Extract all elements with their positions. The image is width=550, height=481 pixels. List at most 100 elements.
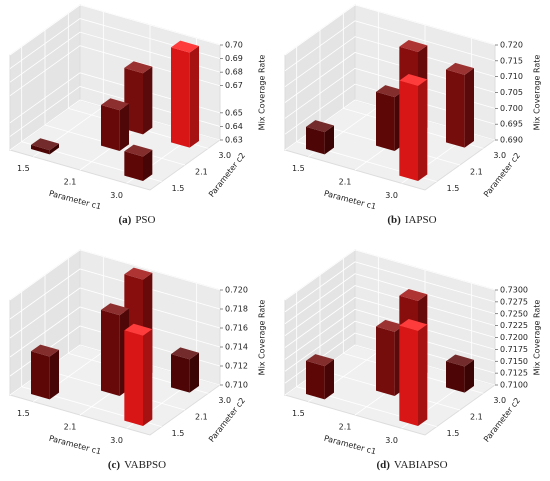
z-tick-label: 0.705 (500, 88, 523, 97)
z-tick-label: 0.710 (225, 381, 248, 390)
z-tick-label: 0.716 (225, 324, 248, 333)
grid-line (9, 249, 221, 301)
z-tick-label: 0.714 (225, 343, 248, 352)
z-tick-label: 0.65 (225, 108, 243, 117)
caption-title: IAPSO (405, 214, 437, 226)
z-tick-label: 0.7275 (500, 297, 528, 306)
bar-top (124, 144, 153, 157)
bar-front (31, 351, 50, 400)
z-tick-label: 0.63 (225, 136, 243, 145)
grid-line (9, 4, 221, 56)
y-tick-label: 2.1 (470, 413, 483, 422)
bar-front (124, 151, 143, 181)
bar-front (101, 309, 120, 396)
y-tick-label: 3.0 (493, 151, 506, 160)
bar (306, 354, 334, 400)
x-tick-label: 1.5 (292, 164, 305, 173)
grid-line (9, 268, 221, 320)
y-tick-label: 1.5 (447, 429, 460, 438)
x-tick-label: 2.1 (64, 423, 77, 432)
bar (171, 40, 199, 148)
bar-top (399, 319, 428, 331)
bar-top (446, 62, 474, 75)
x-tick-label: 3.0 (110, 436, 123, 445)
bar (31, 138, 59, 155)
z-tick-label: 0.7150 (500, 357, 528, 366)
bar-top (399, 40, 428, 52)
y-tick-label: 3.0 (493, 396, 506, 405)
bar-top (399, 74, 428, 86)
bar-front (376, 326, 395, 396)
z-axis-label: Mix Coverage Rate (258, 300, 267, 376)
z-tick-label: 0.700 (500, 104, 523, 113)
bar-side (119, 103, 129, 151)
grid-line (9, 287, 221, 339)
bar-top (171, 40, 199, 53)
z-tick-label: 0.64 (225, 122, 243, 131)
x-axis-label: Parameter c1 (48, 189, 102, 212)
bar-side (189, 352, 199, 393)
caption-label: (b) (387, 214, 401, 226)
bar-top (101, 303, 129, 316)
grid-line (9, 18, 221, 69)
bar-front (171, 47, 190, 148)
bar-front (376, 91, 395, 151)
grid-line (284, 20, 496, 72)
bar-front (124, 330, 143, 426)
x-tick-label: 3.0 (110, 191, 123, 200)
bar-top (306, 354, 334, 367)
panel: 0.63 0.64 0.65 0.67 0.68 0.69 0.70 1.5 2.1 3.0 1.5… (8, 4, 267, 226)
z-tick-label: 0.7100 (500, 381, 528, 390)
z-tick-label: 0.710 (500, 72, 523, 81)
bar-front (399, 325, 418, 426)
x-axis-label: Parameter c1 (48, 434, 102, 457)
bar-side (464, 359, 474, 393)
y-tick-label: 2.1 (195, 413, 208, 422)
bar-top (306, 120, 334, 133)
z-axis-label: Mix Coverage Rate (533, 300, 542, 376)
bar (399, 74, 428, 181)
x-tick-label: 1.5 (17, 409, 30, 418)
bar-top (124, 323, 153, 336)
bar-top (399, 288, 428, 301)
y-tick-label: 2.1 (470, 168, 483, 177)
grid-line (284, 4, 496, 56)
bar (124, 323, 153, 426)
grid-line (284, 320, 496, 372)
z-tick-label: 0.70 (225, 41, 243, 50)
z-tick-label: 0.720 (225, 286, 248, 295)
x-tick-label: 2.1 (339, 423, 352, 432)
z-axis-label: Mix Coverage Rate (258, 55, 267, 131)
bar-side (189, 46, 199, 148)
z-tick-label: 0.7300 (500, 286, 528, 295)
grid-line (284, 297, 496, 348)
z-tick-label: 0.69 (225, 54, 243, 63)
panel: 0.710 0.712 0.714 0.716 0.718 0.720 1.5 2.1 3.0 1… (8, 249, 267, 471)
z-tick-label: 0.718 (225, 305, 248, 314)
bar-side (324, 125, 334, 155)
caption-label: (c) (108, 459, 121, 471)
bar-top (171, 347, 199, 360)
z-tick-label: 0.7200 (500, 333, 528, 342)
y-tick-label: 3.0 (218, 396, 231, 405)
bar-front (399, 80, 418, 181)
bar (171, 347, 199, 393)
y-tick-label: 1.5 (172, 184, 185, 193)
bar-side (324, 359, 334, 400)
panel: 0.7100 0.7125 0.7150 0.7175 0.7200 0.7225 0.72… (283, 249, 542, 471)
bar (124, 144, 153, 181)
bar-top (31, 138, 59, 151)
z-tick-label: 0.712 (225, 362, 248, 371)
grid-line (284, 249, 496, 301)
bar-side (49, 143, 59, 155)
x-tick-label: 2.1 (64, 178, 77, 187)
x-tick-label: 1.5 (17, 164, 30, 173)
bar-side (143, 329, 153, 426)
bar-front (31, 144, 50, 155)
bar-top (376, 319, 404, 332)
bar-front (101, 104, 120, 151)
bar-side (418, 79, 428, 181)
x-axis-label: Parameter c1 (323, 434, 377, 457)
bar (306, 120, 334, 155)
z-tick-label: 0.7250 (500, 309, 528, 318)
